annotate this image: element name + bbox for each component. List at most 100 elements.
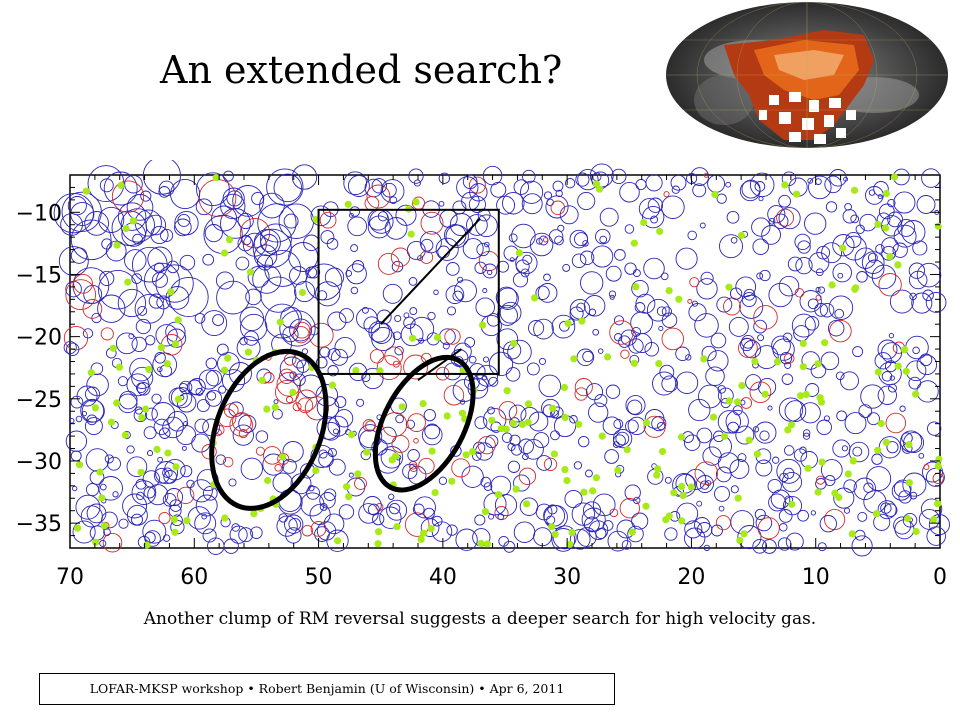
rm-circle-positive [536,237,543,245]
rm-circle-positive [462,238,484,260]
rm-circle-positive [407,449,420,462]
rm-circle-positive [658,325,664,332]
slide-caption: Another clump of RM reversal suggests a … [143,609,817,629]
rm-circle-positive [877,339,898,360]
rm-circle-positive [124,174,143,194]
rm-circle-positive [68,417,75,424]
rm-circle-negative [366,184,391,209]
hvc-dot [279,453,287,461]
rm-circle-positive [576,527,597,547]
hvc-dot [220,249,229,257]
rm-circle-positive [221,369,246,393]
rm-circle-positive [675,247,698,270]
hvc-dots-layer [74,173,943,549]
rm-circle-positive [459,399,466,405]
rm-circle-positive [334,409,354,428]
x-tick-label: 30 [553,565,581,590]
rm-circle-positive [696,500,703,507]
rm-circle-positive [728,316,749,337]
rm-circle-positive [564,178,576,189]
annotation-layer [209,208,500,511]
rm-circle-positive [413,496,436,519]
rm-circle-positive [592,328,600,336]
rm-circle-positive [98,206,125,233]
rm-circle-positive [781,373,794,385]
y-tick-label: −25 [16,388,62,413]
hvc-dot [700,355,708,363]
rm-circle-positive [424,423,441,440]
rm-circle-positive [315,356,328,369]
rm-circle-positive [755,459,773,477]
rm-circle-positive [282,441,304,463]
rm-circle-positive [690,167,710,186]
hvc-dot [75,461,84,469]
rm-circle-positive [916,195,936,214]
rm-circle-positive [472,451,482,461]
hvc-dot [589,487,597,495]
rm-circle-positive [468,355,477,364]
rm-circle-negative [694,461,719,485]
hvc-dot [458,409,466,417]
rm-circle-positive [785,532,804,551]
rm-circle-positive [412,503,425,516]
rm-circle-positive [719,234,743,259]
rm-circle-negative [377,252,400,275]
rm-circle-positive [714,485,730,502]
rm-circle-positive [283,213,299,229]
rm-circle-positive [782,496,803,516]
rm-circle-positive [541,398,560,418]
rm-circle-positive [615,431,630,446]
hvc-dot [912,390,920,398]
rm-circle-positive [118,518,129,529]
rm-circle-positive [155,264,194,303]
rm-circle-positive [421,424,443,446]
rm-circle-positive [604,449,619,464]
x-tick-label: 60 [180,565,208,590]
rm-circle-positive [816,419,832,436]
rm-circle-positive [423,507,435,520]
rm-circle-positive [446,306,457,316]
rm-circle-positive [507,460,521,473]
rm-circle-positive [851,535,873,557]
hvc-dot [409,334,417,342]
rm-circle-positive [571,253,587,268]
hvc-dot [781,181,789,189]
rm-circle-positive [497,304,518,326]
rm-circle-positive [633,496,641,505]
rm-circle-positive [624,484,641,501]
rm-circle-positive [787,256,803,272]
rm-circle-positive [808,175,832,200]
rm-circle-positive [507,339,532,365]
rm-circle-positive [160,228,174,242]
rm-circle-positive [611,168,627,185]
rm-circle-positive [729,287,743,300]
rm-circle-positive [202,485,218,501]
rm-circle-positive [474,416,488,430]
hvc-dot [623,446,631,454]
hvc-dot [817,398,826,406]
rm-circle-positive [351,260,365,273]
rm-circle-positive [860,384,885,409]
rm-circle-positive [147,246,173,272]
rm-circle-negative [232,412,252,432]
rm-circle-positive [288,517,302,531]
rm-circle-positive [136,491,145,501]
rm-circle-positive [135,318,152,335]
hvc-dot [804,464,812,472]
hvc-dot [153,445,161,453]
rm-circle-positive [535,285,550,300]
rm-circle-positive [820,351,840,371]
rm-circle-positive [379,506,402,529]
rm-circle-positive [710,332,727,349]
x-tick-label: 70 [56,565,84,590]
rm-circle-positive [350,286,359,295]
rm-circle-positive [602,416,622,435]
rm-circle-positive [555,189,563,198]
rm-circle-positive [543,191,553,200]
rm-circle-positive [684,520,703,539]
hvc-dot [934,222,942,230]
rm-circle-positive [533,432,550,449]
rm-circle-positive [576,302,586,313]
rm-circle-positive [216,343,229,356]
rm-circle-positive [597,348,604,354]
